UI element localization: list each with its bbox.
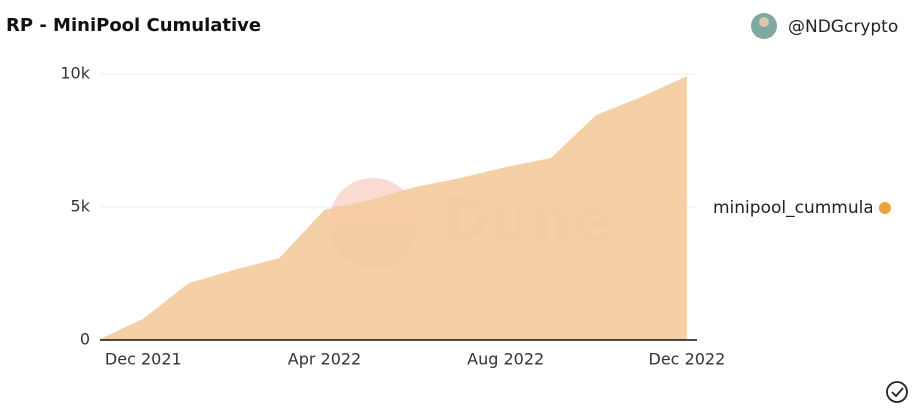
check-circle[interactable] [886, 381, 908, 403]
y-tick-label: 10k [60, 64, 90, 83]
x-tick-label: Aug 2022 [467, 350, 544, 369]
y-tick-label: 5k [71, 197, 91, 216]
legend-marker [879, 202, 891, 214]
legend-label: minipool_cummula [713, 198, 874, 218]
check-icon[interactable] [886, 381, 908, 403]
y-tick-label: 0 [80, 330, 90, 349]
x-tick-label: Apr 2022 [288, 350, 361, 369]
author: @NDGcrypto [788, 17, 898, 37]
chart-title: RP - MiniPool Cumulative [6, 15, 261, 36]
avatar-detail [759, 17, 769, 27]
area [98, 76, 687, 341]
x-tick-label: Dec 2022 [649, 350, 726, 369]
check-mark[interactable] [891, 387, 904, 398]
x-tick-label: Dec 2021 [105, 350, 182, 369]
